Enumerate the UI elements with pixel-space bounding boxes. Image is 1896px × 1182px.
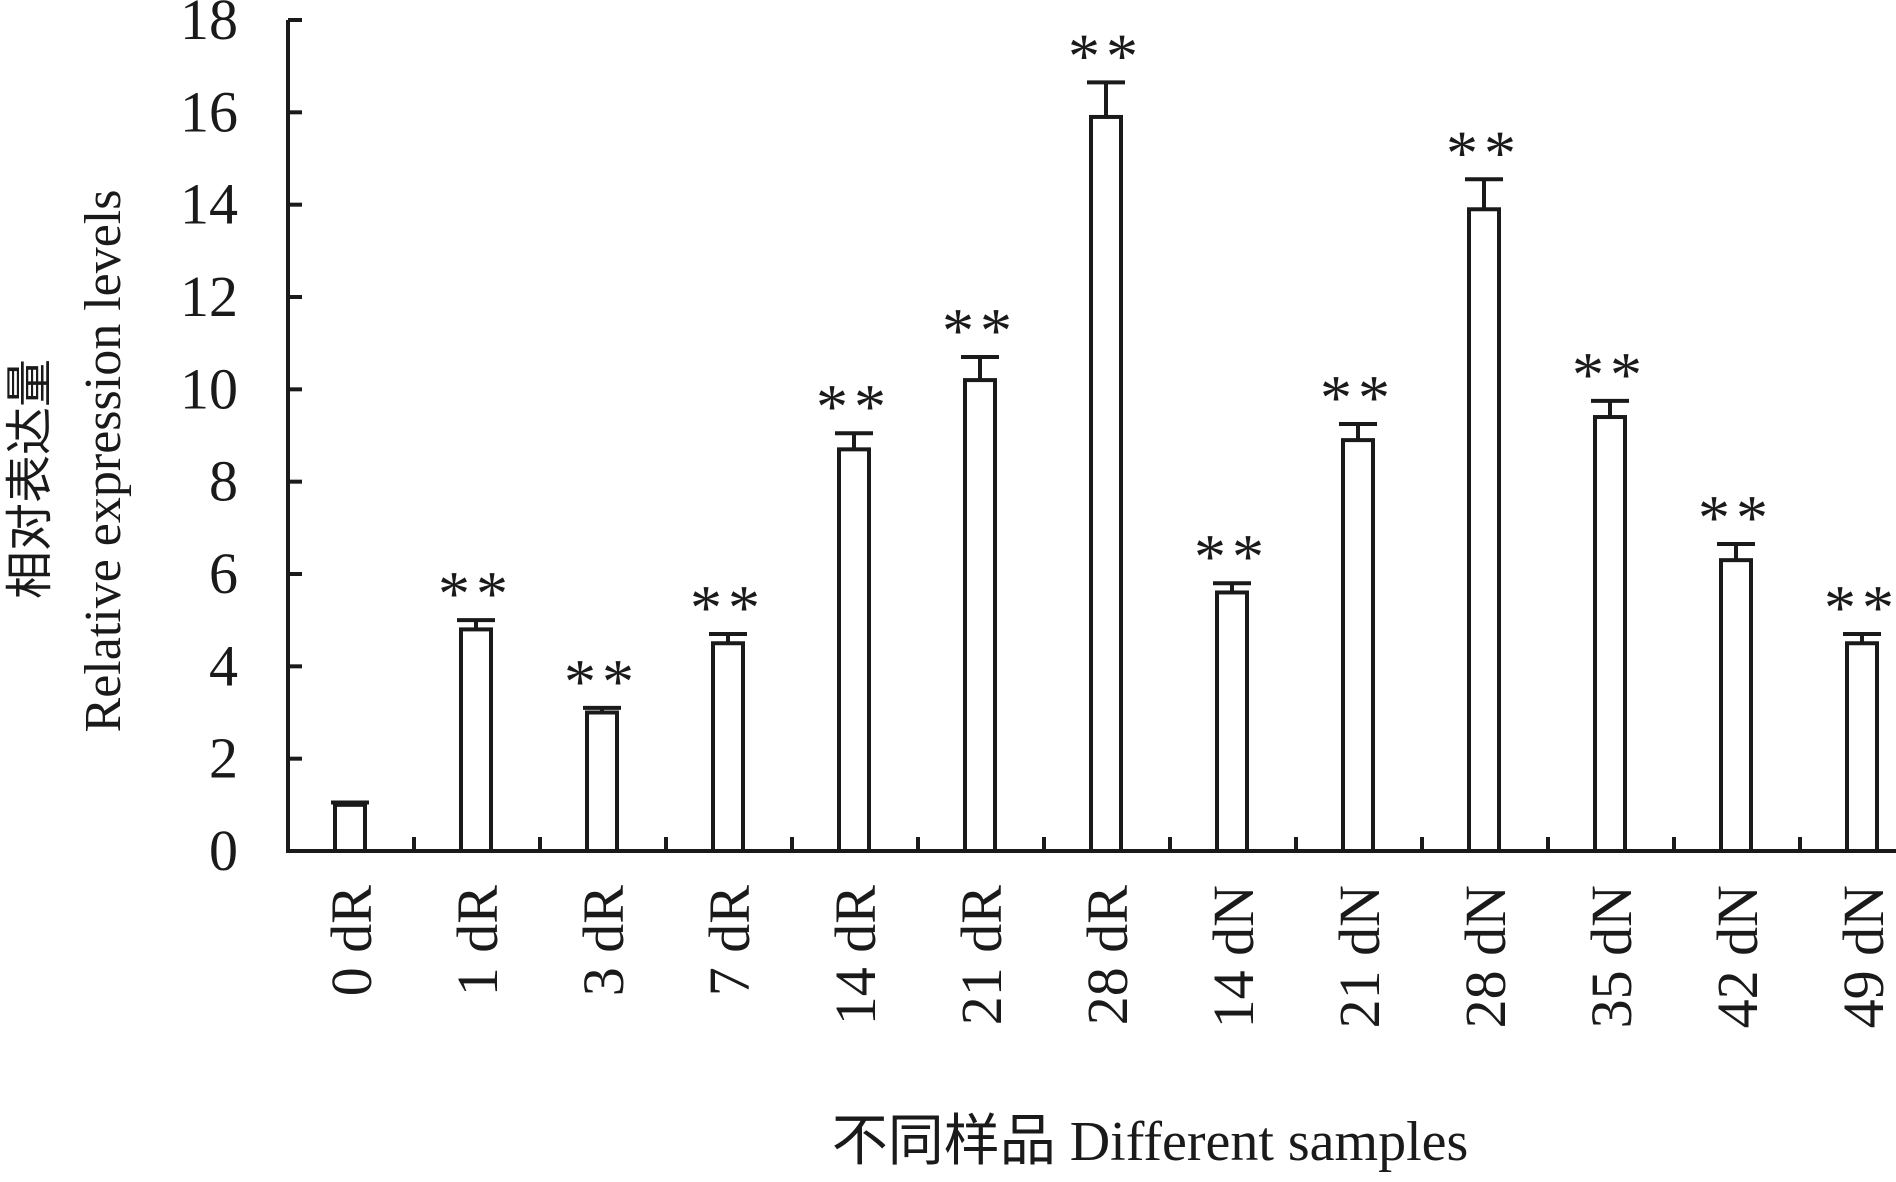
y-axis-label: Relative expression levels — [75, 190, 132, 733]
bar — [1845, 641, 1879, 853]
bar — [711, 641, 745, 853]
x-tick-label: 28 dR — [1075, 885, 1140, 1026]
bar — [1719, 558, 1753, 854]
x-tick-label: 1 dR — [445, 885, 510, 997]
significance-label: ** — [564, 646, 640, 717]
x-tick-label: 14 dN — [1201, 885, 1266, 1028]
significance-label: ** — [942, 295, 1018, 366]
bar — [837, 447, 871, 853]
significance-label: ** — [1572, 339, 1648, 410]
significance-label: ** — [1320, 362, 1396, 433]
x-tick-label: 35 dN — [1579, 885, 1644, 1028]
bar — [1089, 114, 1123, 853]
significance-label: ** — [1698, 482, 1774, 553]
bar — [1341, 438, 1375, 853]
y-tick-label: 18 — [180, 0, 238, 52]
y-tick-label: 16 — [180, 79, 238, 144]
significance-label: ** — [1194, 521, 1270, 592]
y-tick-label: 0 — [209, 818, 238, 883]
y-ticks: 0 2 4 6 8 10 12 14 16 18 — [180, 0, 302, 883]
bar — [333, 802, 367, 853]
labels: 相对表达量 Relative expression levels 不同样品 Di… — [4, 190, 1468, 1173]
y-tick-label: 12 — [180, 264, 238, 329]
x-tick-label: 7 dR — [697, 885, 762, 997]
x-ticks — [412, 837, 1802, 851]
x-tick-label: 21 dR — [949, 885, 1014, 1026]
bar — [963, 378, 997, 853]
x-tick-label: 28 dN — [1453, 885, 1518, 1028]
significance-label: ** — [438, 558, 514, 629]
x-tick-label: 49 dN — [1831, 885, 1896, 1028]
y-axis-label-cn: 相对表达量 — [4, 359, 57, 599]
x-tick-label: 42 dN — [1705, 885, 1770, 1028]
y-tick-label: 10 — [180, 356, 238, 421]
y-tick-label: 2 — [209, 726, 238, 791]
significance-label: ** — [816, 371, 892, 442]
y-tick-label: 8 — [209, 449, 238, 514]
significance-label: ** — [1068, 20, 1144, 91]
significance-label: ** — [1446, 117, 1522, 188]
x-tick-label: 3 dR — [571, 885, 636, 997]
y-tick-label: 4 — [209, 633, 238, 698]
bar — [1215, 590, 1249, 853]
bar — [585, 710, 619, 853]
x-axis-label: 不同样品 Different samples — [832, 1111, 1469, 1173]
bar — [1467, 207, 1501, 854]
y-tick-label: 6 — [209, 541, 238, 606]
bars: 0 dR ** 1 dR ** 3 dR ** 7 dR ** 14 dR ** 21 dR ** 28… — [319, 20, 1896, 1028]
x-tick-label: 14 dR — [823, 885, 888, 1026]
significance-label: ** — [1824, 572, 1896, 643]
significance-label: ** — [690, 572, 766, 643]
y-tick-label: 14 — [180, 172, 238, 237]
bar — [1593, 415, 1627, 853]
x-tick-label: 0 dR — [319, 885, 384, 997]
x-tick-label: 21 dN — [1327, 885, 1392, 1028]
bar — [459, 627, 493, 854]
